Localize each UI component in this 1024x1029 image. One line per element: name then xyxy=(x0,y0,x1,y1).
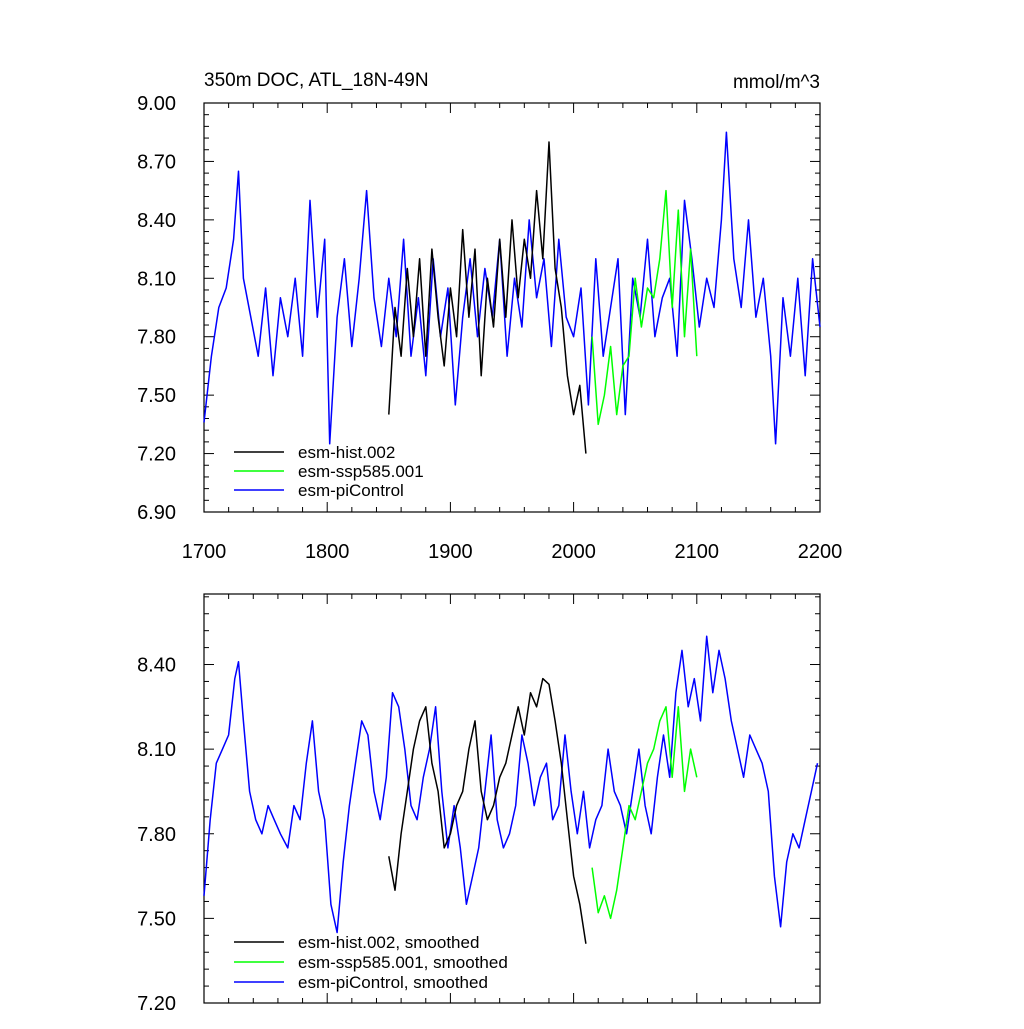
y-tick-label: 8.10 xyxy=(137,739,176,761)
series-line-esm-ssp585-001-smoothed xyxy=(591,706,698,920)
series-line-esm-ssp585-001 xyxy=(591,189,698,426)
x-tick-label: 1800 xyxy=(305,541,350,563)
legend-label: esm-hist.002, smoothed xyxy=(298,933,479,952)
y-tick-label: 7.50 xyxy=(137,385,176,407)
top-panel: 350m DOC, ATL_18N-49N mmol/m^3 1700 1800 1… xyxy=(137,70,842,563)
y-tick-label: 8.70 xyxy=(137,151,176,173)
legend-label: esm-ssp585.001 xyxy=(298,462,424,481)
y-tick-label: 9.00 xyxy=(137,93,176,115)
y-tick-label: 7.50 xyxy=(137,908,176,930)
legend-label: esm-piControl, smoothed xyxy=(298,973,488,992)
top-series xyxy=(203,131,821,454)
top-axes: 1700 1800 1900 2000 2100 2200 6.90 7.20 7.50 7.80… xyxy=(137,93,842,563)
series-line-esm-picontrol-smoothed xyxy=(203,635,819,934)
y-tick-label: 7.20 xyxy=(137,444,176,466)
legend-label: esm-ssp585.001, smoothed xyxy=(298,953,508,972)
series-line-esm-hist-002 xyxy=(388,141,587,454)
top-chart-title: 350m DOC, ATL_18N-49N xyxy=(204,70,429,91)
top-chart-units: mmol/m^3 xyxy=(733,72,820,93)
series-line-esm-picontrol xyxy=(203,131,821,445)
y-tick-label: 8.40 xyxy=(137,210,176,232)
x-tick-label: 2200 xyxy=(798,541,843,563)
x-tick-label: 2000 xyxy=(551,541,596,563)
legend-label: esm-hist.002 xyxy=(298,443,395,462)
bottom-axes: 7.20 7.50 7.80 8.10 8.40 xyxy=(137,593,821,1015)
bottom-panel: 7.20 7.50 7.80 8.10 8.40 esm-hist.002, smoot… xyxy=(137,593,821,1015)
y-tick-label: 7.80 xyxy=(137,327,176,349)
x-tick-label: 1700 xyxy=(182,541,227,563)
legend-label: esm-piControl xyxy=(298,481,404,500)
y-tick-label: 7.20 xyxy=(137,993,176,1015)
series-line-esm-hist-002-smoothed xyxy=(388,677,587,944)
x-tick-label: 1900 xyxy=(428,541,473,563)
y-tick-label: 8.40 xyxy=(137,655,176,677)
bottom-series xyxy=(203,635,819,944)
y-tick-label: 6.90 xyxy=(137,502,176,524)
y-tick-label: 7.80 xyxy=(137,824,176,846)
plot-frame xyxy=(203,593,821,1004)
x-tick-label: 2100 xyxy=(675,541,720,563)
y-tick-label: 8.10 xyxy=(137,268,176,290)
plot-frame xyxy=(203,102,821,513)
